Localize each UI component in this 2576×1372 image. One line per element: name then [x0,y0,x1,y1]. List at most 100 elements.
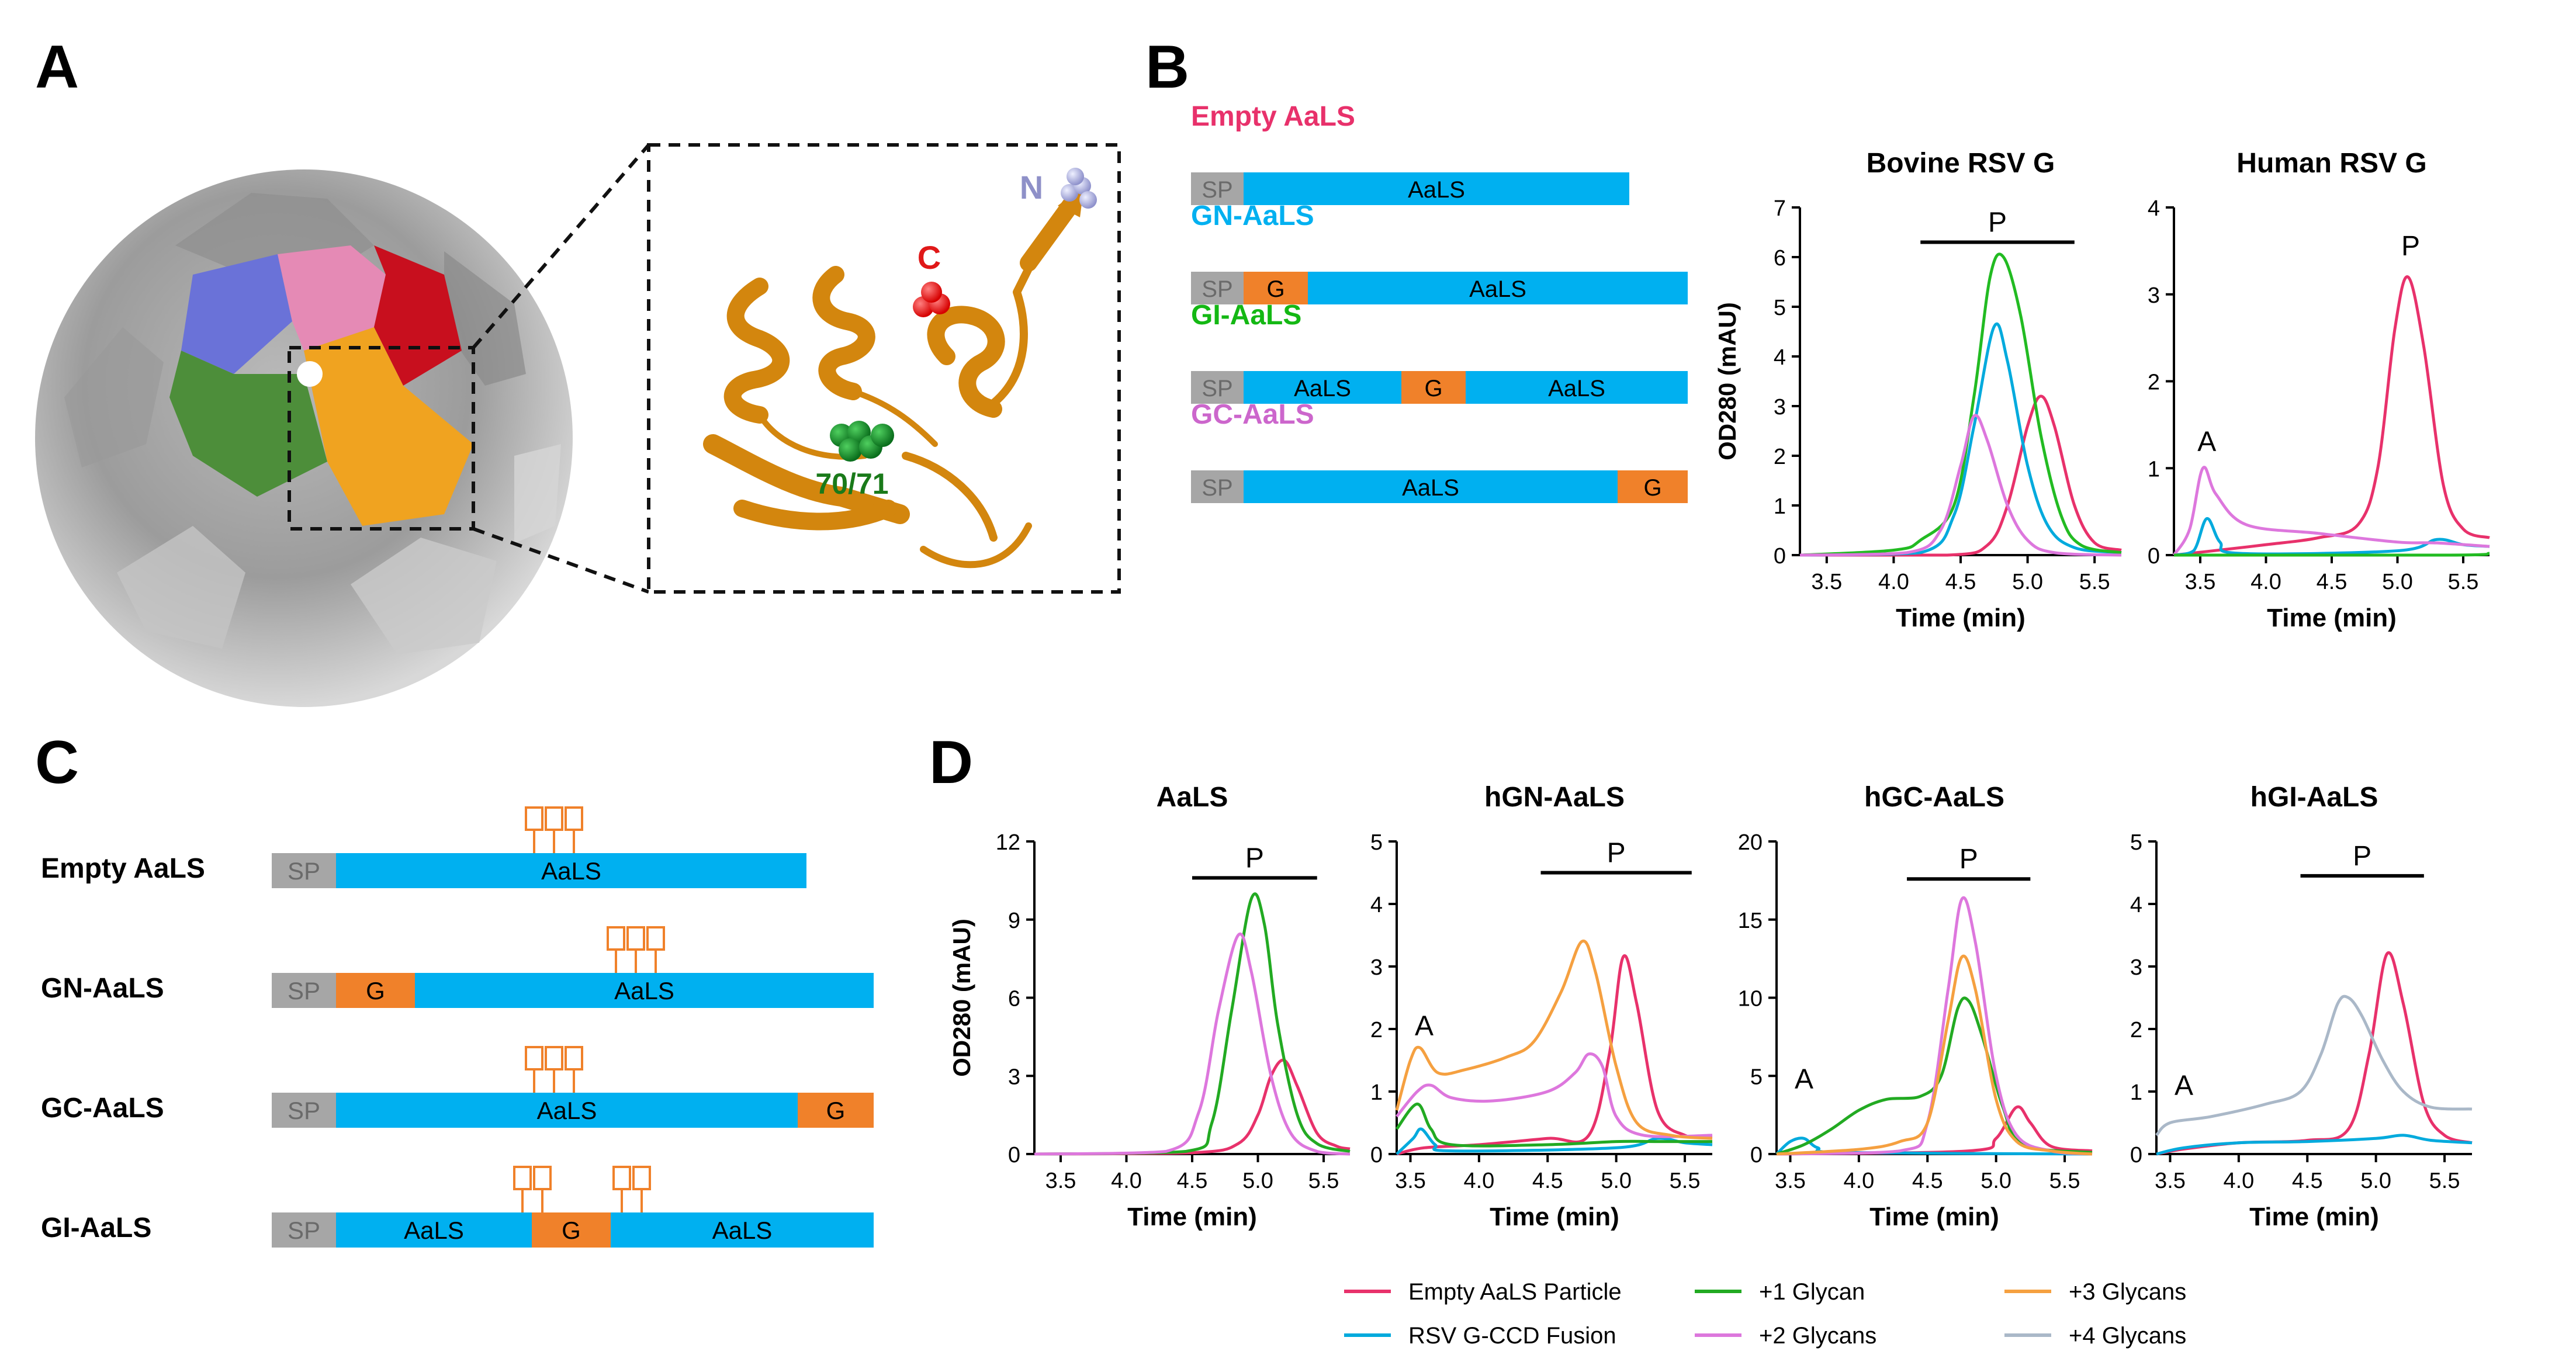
x-tick-label: 4.5 [1912,1169,1943,1193]
panel-c-constructs: Empty AaLS SP AaLS GN-AaLS SP G AaLS GC-AaLS SP A… [41,806,874,1248]
segment-label: SP [1202,376,1232,401]
segment-g [798,1093,874,1128]
segment-g [1401,371,1466,404]
y-tick-label: 5 [1750,1065,1763,1089]
peak-annotation: P [1988,207,2007,238]
chart-legend: Empty AaLS Particle RSV G-CCD Fusion +1 Gl… [1344,1279,2186,1349]
segment-aals [1244,470,1618,503]
y-tick-label: 5 [2130,830,2142,855]
inset-residue-label: 70/71 [815,467,888,500]
y-tick-label: 0 [1008,1143,1020,1167]
c-terminus-spheres [913,282,950,317]
y-tick-label: 2 [2130,1018,2142,1042]
y-tick-label: 7 [1774,196,1786,221]
y-tick-label: 0 [2130,1143,2142,1167]
x-tick-label: 4.0 [2223,1169,2254,1193]
panel-c-label: C [35,729,79,796]
segment-label: AaLS [1402,475,1459,501]
series-line [2156,1134,2473,1156]
chart-title: hGC-AaLS [1864,782,2004,813]
series-line [1034,1058,1351,1156]
x-tick-label: 4.5 [2292,1169,2323,1193]
segment-sp [1191,172,1244,205]
x-tick-label: 5.5 [2429,1169,2460,1193]
segment-aals [336,1212,532,1248]
glycan-marker [525,806,543,831]
x-tick-label: 4.5 [2317,570,2348,594]
chart-0: Bovine RSV G 0 1 2 3 4 5 6 7 3.5 4.0 4.5 5.0 5.5 Time … [1713,148,2122,632]
x-tick-label: 4.0 [1843,1169,1874,1193]
y-tick-label: 3 [1774,395,1786,420]
series-line [2156,951,2473,1156]
y-tick-label: 0 [1774,544,1786,569]
glycan-marker [612,1166,631,1190]
construct-b-name: Empty AaLS [1191,101,1355,132]
segment-label: AaLS [1548,376,1605,401]
series-line [1034,892,1351,1156]
series-line [1776,896,2093,1156]
y-tick-label: 4 [1774,345,1786,370]
y-tick-label: 6 [1008,987,1020,1011]
x-tick-label: 4.0 [1463,1169,1494,1193]
segment-label: SP [288,977,320,1004]
glycan-marker [545,1046,563,1070]
x-axis-label: Time (min) [1896,604,2026,632]
series-line [1395,939,1713,1140]
y-tick-label: 9 [1008,909,1020,933]
segment-aals [415,973,874,1008]
series-line [1034,932,1351,1156]
peak-annotation: P [1245,843,1264,874]
construct-c-name: Empty AaLS [41,853,205,884]
pentamer-subunit-pink [278,245,386,351]
y-tick-label: 3 [2130,955,2142,980]
glycan-marker [525,1046,543,1070]
glycan-marker [533,1166,552,1190]
x-tick-label: 3.5 [1395,1169,1426,1193]
panel-a-label: A [35,33,79,101]
segment-label: SP [288,857,320,885]
segment-label: G [1424,376,1442,401]
segment-aals [1244,172,1629,205]
series-line [2173,552,2490,557]
segment-sp [1191,470,1244,503]
series-line [2155,995,2473,1137]
construct-c-name: GI-AaLS [41,1212,151,1243]
inset-c-label: C [917,239,941,276]
x-axis-label: Time (min) [2249,1203,2379,1231]
series-line [1396,1052,1713,1138]
segment-sp [272,973,336,1008]
segment-g [1244,272,1308,304]
glycan-marker [513,1166,532,1190]
series-line [1776,954,2093,1156]
chart-title: Human RSV G [2236,148,2426,179]
y-tick-label: 15 [1738,909,1763,933]
chart-title: Bovine RSV G [1867,148,2055,179]
segment-aals [611,1212,874,1248]
chart-3: hGN-AaLS 0 1 2 3 4 5 3.5 4.0 4.5 5.0 5.5 Time (min) A… [1370,782,1713,1231]
segment-g [532,1212,611,1248]
pentamer-subunit-red [374,245,462,386]
y-tick-label: 3 [1370,955,1383,980]
series-line [1799,252,2122,557]
capsid-structure [35,169,573,707]
y-tick-label: 1 [1774,494,1786,519]
y-axis-label: OD280 (mAU) [948,919,975,1077]
construct-b-name: GN-AaLS [1191,200,1314,231]
segment-label: AaLS [537,1097,597,1124]
peak-annotation: A [1415,1011,1434,1042]
y-tick-label: 4 [1370,893,1383,917]
residue-70-71-spheres [830,421,894,462]
segment-label: AaLS [1294,376,1351,401]
legend-label: +2 Glycans [1759,1323,1876,1349]
monomer-cartoon [703,186,1084,569]
legend-label: RSV G-CCD Fusion [1408,1323,1616,1349]
segment-label: AaLS [712,1217,773,1244]
construct-b-name: GI-AaLS [1191,300,1301,331]
peak-annotation: P [1959,844,1978,875]
x-tick-label: 5.0 [2012,570,2043,594]
chart-1: Human RSV G 0 1 2 3 4 3.5 4.0 4.5 5.0 5.5 Time (min… [2148,148,2490,632]
y-tick-label: 12 [996,830,1020,855]
